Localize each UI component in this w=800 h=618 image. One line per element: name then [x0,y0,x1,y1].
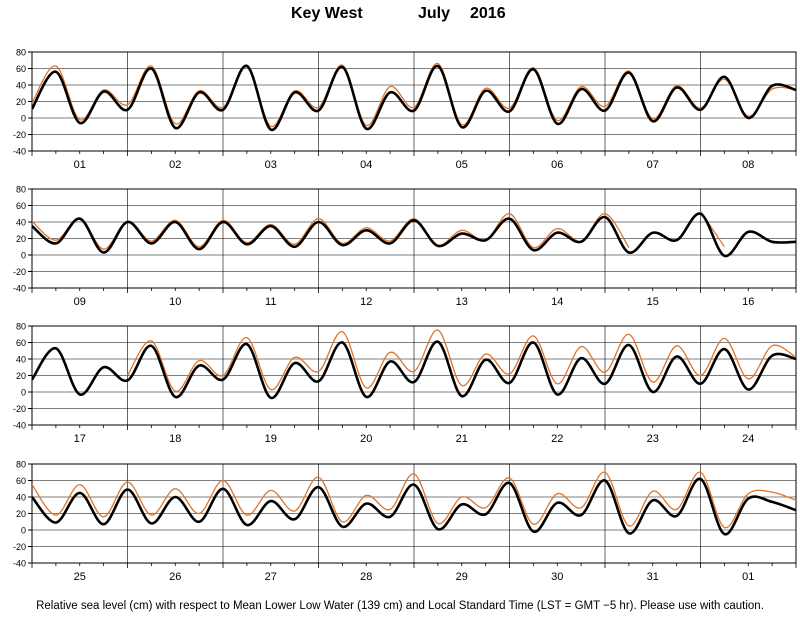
day-label: 17 [74,433,86,445]
day-label: 10 [169,296,181,308]
y-tick-label: 40 [16,81,26,91]
day-label: 14 [551,296,563,308]
day-label: 11 [265,296,276,308]
day-label: 12 [360,296,372,308]
predicted-tide-line [32,64,796,131]
y-tick-label: 40 [16,355,26,365]
y-tick-label: 20 [16,371,26,381]
y-tick-label: 20 [16,97,26,107]
observed-tide-line [32,471,796,529]
day-label: 29 [456,571,468,583]
y-tick-label: 60 [16,338,26,348]
day-label: 01 [74,159,86,171]
y-tick-label: -20 [13,542,26,552]
panel-2: -40 -20 0 20 40 60 80 09 10 11 12 13 14 15 16 [13,185,797,308]
day-label: 24 [742,433,754,445]
y-tick-label: 60 [16,201,26,211]
y-tick-label: 20 [16,509,26,519]
y-tick-label: -40 [13,559,26,569]
day-label: 25 [74,571,86,583]
day-label: 07 [647,159,659,171]
y-tick-label: 80 [16,322,26,332]
y-tick-label: 40 [16,493,26,503]
y-tick-label: 0 [21,251,26,261]
y-tick-label: -20 [13,404,26,414]
y-tick-label: 40 [16,218,26,228]
day-label: 06 [551,159,563,171]
y-tick-label: -40 [13,421,26,431]
chart-title: Key West July 2016 [0,5,800,27]
y-tick-label: 80 [16,185,26,195]
day-label: 23 [647,433,659,445]
y-tick-label: -40 [13,147,26,157]
day-label: 04 [360,159,372,171]
day-label: 16 [742,296,754,308]
y-tick-label: 60 [16,64,26,74]
day-label: 03 [265,159,277,171]
day-label: 31 [647,571,659,583]
day-label: 05 [456,159,468,171]
y-tick-label: 0 [21,526,26,536]
day-label: 02 [169,159,181,171]
predicted-tide-line [32,477,796,536]
predicted-tide-line [32,340,796,400]
y-tick-label: 60 [16,476,26,486]
day-label: 30 [551,571,563,583]
day-label: 09 [74,296,86,308]
day-label: 15 [647,296,659,308]
y-tick-label: 0 [21,388,26,398]
station-name: Key West [291,5,363,22]
panel-1: -40 -20 0 20 40 60 80 01 02 03 04 05 06 07 08 [13,48,797,171]
predicted-tide-line [32,212,796,258]
y-tick-label: 80 [16,48,26,58]
title-year: 2016 [470,5,506,22]
day-label: 19 [265,433,277,445]
day-label: 28 [360,571,372,583]
title-month: July [418,5,451,22]
day-label: 08 [742,159,754,171]
day-label: 18 [169,433,181,445]
day-label: 26 [169,571,181,583]
day-label: 27 [265,571,277,583]
y-tick-label: 20 [16,234,26,244]
day-label: 20 [360,433,372,445]
y-tick-label: 80 [16,460,26,470]
caption: Relative sea level (cm) with respect to … [36,600,764,612]
y-tick-label: 0 [21,114,26,124]
panel-3: -40 -20 0 20 40 60 80 17 18 19 20 21 22 23 24 [13,322,797,445]
observed-tide-line [126,329,796,392]
y-tick-label: -40 [13,284,26,294]
y-tick-label: -20 [13,130,26,140]
y-tick-label: -20 [13,267,26,277]
day-label: 01 [742,571,754,583]
day-label: 21 [456,433,468,445]
day-label: 13 [456,296,468,308]
day-label: 22 [551,433,563,445]
panel-4: -40 -20 0 20 40 60 80 25 26 27 28 29 30 31 01 [13,460,797,583]
